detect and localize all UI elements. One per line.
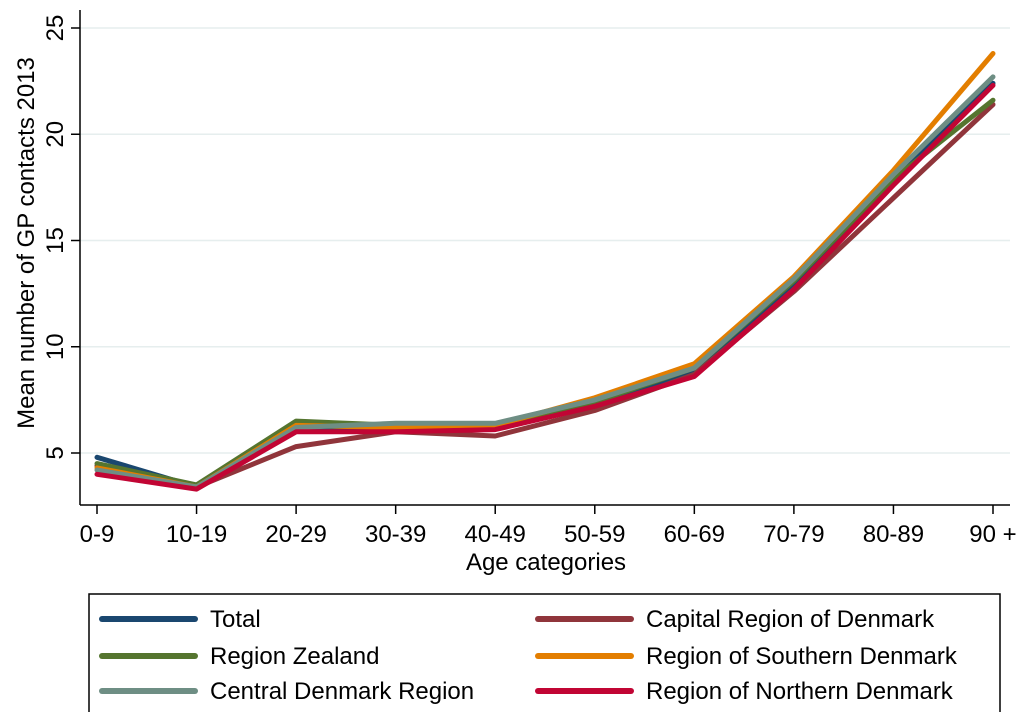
y-tick-label: 25	[42, 15, 69, 42]
x-tick-label: 30-39	[365, 521, 426, 548]
series-line	[94, 82, 996, 492]
y-axis-ticks: 5 10 15 20 25	[42, 15, 80, 460]
legend-label: Region Zealand	[210, 643, 379, 670]
y-axis-title: Mean number of GP contacts 2013	[13, 57, 40, 429]
x-tick-label: 50-59	[564, 521, 625, 548]
y-tick-label: 20	[42, 121, 69, 148]
legend-label: Total	[210, 606, 261, 633]
series-line	[94, 102, 996, 490]
y-tick-label: 5	[42, 446, 69, 459]
legend: Total Capital Region of Denmark Region Zea…	[88, 593, 1001, 712]
x-tick-label: 0-9	[80, 521, 115, 548]
x-tick-label: 40-49	[465, 521, 526, 548]
y-tick-label: 10	[42, 333, 69, 360]
series-line	[94, 74, 996, 490]
legend-label: Central Denmark Region	[210, 678, 474, 705]
y-tick-label: 15	[42, 227, 69, 254]
x-tick-label: 60-69	[664, 521, 725, 548]
x-tick-label: 80-89	[863, 521, 924, 548]
x-tick-label: 10-19	[166, 521, 227, 548]
x-tick-label: 20-29	[265, 521, 326, 548]
x-tick-label: 70-79	[763, 521, 824, 548]
gridlines	[80, 27, 1010, 454]
series-lines	[94, 51, 996, 492]
legend-label: Region of Southern Denmark	[646, 643, 958, 670]
legend-label: Capital Region of Denmark	[646, 606, 935, 633]
axes	[79, 10, 1010, 506]
x-axis-ticks: 0-9 10-19 20-29 30-39 40-49 50-59 60-69 70-79 80…	[80, 505, 1017, 548]
x-tick-label: 90 +	[969, 521, 1016, 548]
x-axis-title: Age categories	[466, 549, 626, 576]
legend-label: Region of Northern Denmark	[646, 678, 954, 705]
